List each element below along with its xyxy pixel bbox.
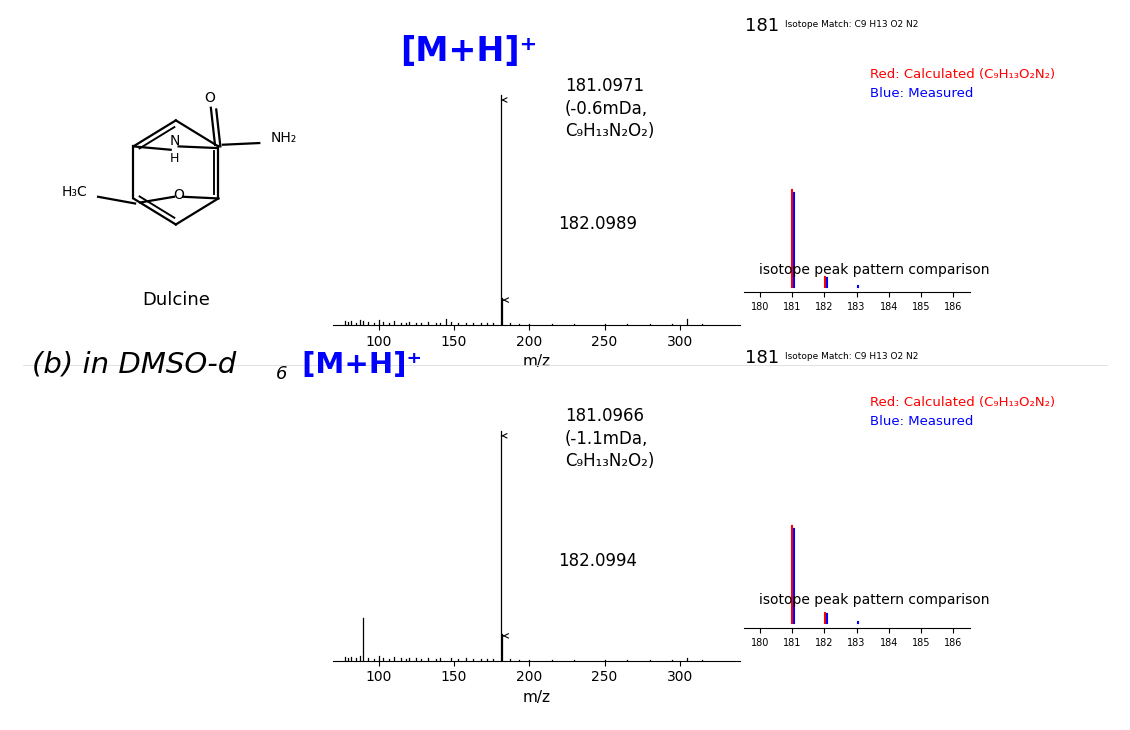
Text: (-0.6mDa,: (-0.6mDa, (565, 101, 649, 118)
Text: [M+H]⁺: [M+H]⁺ (292, 351, 421, 379)
Text: isotope peak pattern comparison: isotope peak pattern comparison (759, 263, 990, 277)
Text: Blue: Measured: Blue: Measured (870, 415, 973, 429)
Text: O: O (203, 91, 215, 105)
Text: NH₂: NH₂ (271, 131, 297, 145)
Text: 182.0989: 182.0989 (558, 215, 637, 233)
Text: (b) in DMSO-d: (b) in DMSO-d (32, 351, 236, 379)
Text: 6: 6 (276, 365, 287, 383)
Text: Red: Calculated (C₉H₁₃O₂N₂): Red: Calculated (C₉H₁₃O₂N₂) (870, 396, 1055, 410)
Text: H₃C: H₃C (62, 185, 88, 199)
Text: 181.0966: 181.0966 (565, 407, 644, 425)
Text: C₉H₁₃N₂O₂): C₉H₁₃N₂O₂) (565, 123, 654, 140)
Text: Blue: Measured: Blue: Measured (870, 87, 973, 100)
Text: 181: 181 (745, 349, 779, 366)
Text: O: O (173, 188, 184, 202)
Text: (-1.1mDa,: (-1.1mDa, (565, 431, 649, 448)
Text: Isotope Match: C9 H13 O2 N2: Isotope Match: C9 H13 O2 N2 (785, 352, 919, 361)
Text: Dulcine: Dulcine (142, 291, 210, 309)
Text: isotope peak pattern comparison: isotope peak pattern comparison (759, 593, 990, 607)
X-axis label: m/z: m/z (523, 354, 550, 369)
Text: H: H (170, 153, 180, 165)
Text: Red: Calculated (C₉H₁₃O₂N₂): Red: Calculated (C₉H₁₃O₂N₂) (870, 68, 1055, 81)
Text: N: N (170, 134, 180, 148)
Text: 182.0994: 182.0994 (558, 552, 637, 569)
Text: Isotope Match: C9 H13 O2 N2: Isotope Match: C9 H13 O2 N2 (785, 20, 919, 29)
X-axis label: m/z: m/z (523, 690, 550, 705)
Text: 181.0971: 181.0971 (565, 77, 644, 95)
Text: [M+H]⁺: [M+H]⁺ (400, 34, 538, 68)
Text: C₉H₁₃N₂O₂): C₉H₁₃N₂O₂) (565, 453, 654, 470)
Text: 181: 181 (745, 18, 779, 35)
